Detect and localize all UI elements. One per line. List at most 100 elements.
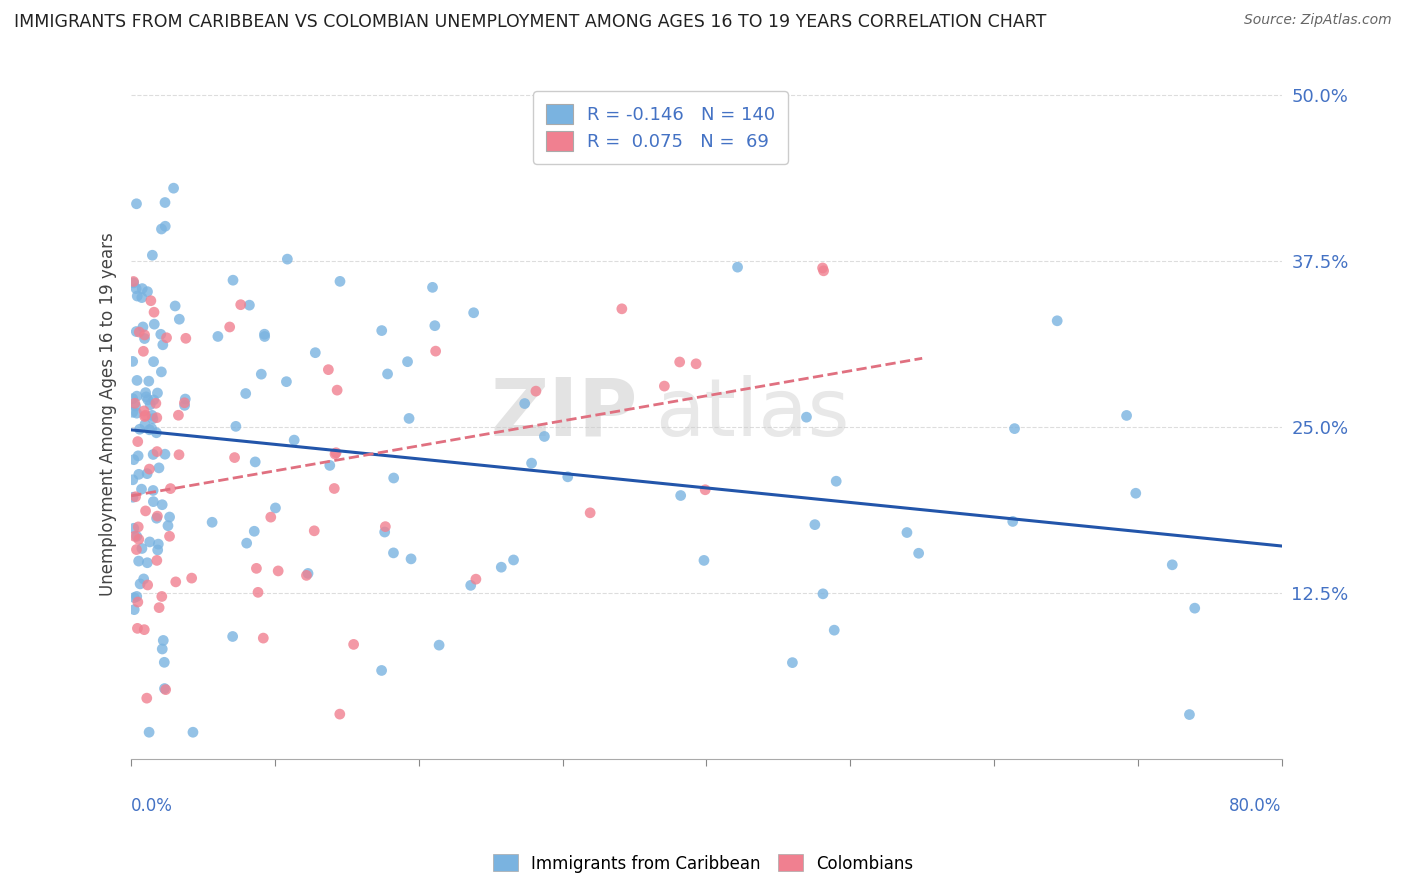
Point [1125, 486, 1147, 500]
Point [127, 595, 149, 609]
Point [329, 274, 352, 288]
Point [225, 419, 247, 434]
Point [221, 630, 243, 644]
Point [128, 554, 150, 568]
Point [138, 374, 160, 388]
Point [370, 664, 392, 678]
Point [520, 456, 543, 470]
Point [252, 631, 274, 645]
Point [423, 318, 446, 333]
Point [127, 434, 149, 449]
Point [201, 515, 224, 529]
Point [134, 409, 156, 424]
Point [138, 423, 160, 437]
Text: ZIP: ZIP [491, 375, 637, 452]
Point [136, 556, 159, 570]
Point [464, 572, 486, 586]
Point [135, 385, 157, 400]
Point [150, 222, 173, 236]
Point [124, 529, 146, 543]
Point [811, 587, 834, 601]
Point [152, 633, 174, 648]
Point [138, 462, 160, 476]
Point [125, 590, 148, 604]
Point [125, 542, 148, 557]
Point [139, 398, 162, 412]
Point [253, 327, 276, 342]
Point [131, 291, 153, 305]
Point [141, 409, 163, 423]
Point [222, 273, 245, 287]
Point [153, 195, 176, 210]
Point [329, 707, 352, 722]
Point [135, 390, 157, 404]
Point [122, 521, 145, 535]
Point [136, 392, 159, 407]
Point [267, 564, 290, 578]
Point [153, 681, 176, 696]
Point [343, 637, 366, 651]
Text: 80.0%: 80.0% [1229, 797, 1282, 814]
Point [823, 623, 845, 637]
Point [127, 621, 149, 635]
Point [156, 518, 179, 533]
Point [1004, 422, 1026, 436]
Point [138, 725, 160, 739]
Point [668, 355, 690, 369]
Point [153, 656, 176, 670]
Point [804, 517, 827, 532]
Point [326, 383, 349, 397]
Point [134, 623, 156, 637]
Point [122, 452, 145, 467]
Point [124, 396, 146, 410]
Point [125, 406, 148, 420]
Point [695, 483, 717, 497]
Point [125, 282, 148, 296]
Point [180, 571, 202, 585]
Point [693, 553, 716, 567]
Point [1184, 601, 1206, 615]
Point [374, 519, 396, 533]
Point [238, 298, 260, 312]
Point [155, 219, 177, 234]
Point [1178, 707, 1201, 722]
Point [128, 533, 150, 547]
Point [145, 425, 167, 440]
Point [253, 329, 276, 343]
Point [141, 421, 163, 435]
Point [150, 365, 173, 379]
Point [557, 470, 579, 484]
Point [132, 572, 155, 586]
Point [243, 524, 266, 539]
Point [1001, 515, 1024, 529]
Point [142, 494, 165, 508]
Point [235, 536, 257, 550]
Point [173, 398, 195, 412]
Point [533, 429, 555, 443]
Point [125, 325, 148, 339]
Point [125, 373, 148, 387]
Point [398, 411, 420, 425]
Point [134, 417, 156, 432]
Point [162, 181, 184, 195]
Point [382, 546, 405, 560]
Point [124, 490, 146, 504]
Point [245, 455, 267, 469]
Point [125, 196, 148, 211]
Point [131, 541, 153, 556]
Point [135, 504, 157, 518]
Point [224, 450, 246, 465]
Point [142, 392, 165, 407]
Point [245, 561, 267, 575]
Point [127, 520, 149, 534]
Point [579, 506, 602, 520]
Point [325, 446, 347, 460]
Point [125, 389, 148, 403]
Point [513, 396, 536, 410]
Point [132, 344, 155, 359]
Point [399, 552, 422, 566]
Point [159, 510, 181, 524]
Point [181, 725, 204, 739]
Point [463, 306, 485, 320]
Point [491, 560, 513, 574]
